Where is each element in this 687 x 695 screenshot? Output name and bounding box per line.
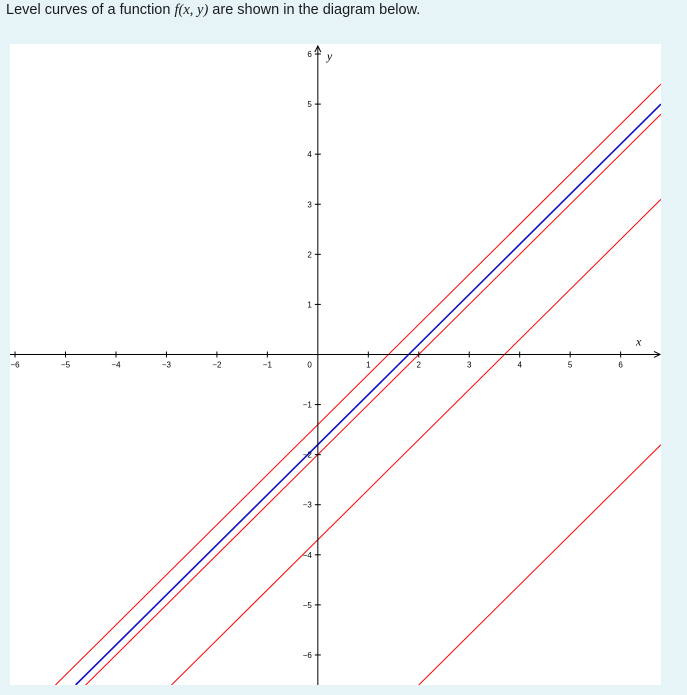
axes-group bbox=[10, 44, 661, 685]
y-tick-label: −1 bbox=[303, 401, 313, 410]
y-tick-label: 6 bbox=[307, 50, 312, 59]
level-curve-line-5 bbox=[418, 444, 661, 685]
y-tick-label: −3 bbox=[303, 501, 313, 510]
level-curve-line-4 bbox=[171, 198, 661, 685]
y-tick-label: 5 bbox=[307, 100, 312, 109]
y-tick-label: −2 bbox=[303, 451, 313, 460]
x-axis-label: x bbox=[635, 334, 642, 348]
y-tick-label: −5 bbox=[303, 601, 313, 610]
x-tick-label: 6 bbox=[618, 360, 623, 369]
prompt-text-before: Level curves of a function bbox=[6, 2, 175, 18]
question-prompt: Level curves of a function f(x, y) are s… bbox=[6, 2, 420, 19]
x-axis-arrowhead bbox=[653, 351, 661, 358]
prompt-text-after: are shown in the diagram below. bbox=[208, 2, 421, 18]
x-tick-label: −3 bbox=[162, 360, 172, 369]
y-tick-label: 4 bbox=[307, 150, 312, 159]
level-curve-line-2 bbox=[75, 103, 661, 685]
level-curve-line-1 bbox=[55, 83, 661, 685]
x-tick-label: −6 bbox=[10, 360, 20, 369]
y-axis-arrowhead bbox=[314, 44, 322, 53]
x-tick-label: −5 bbox=[61, 360, 71, 369]
y-tick-label: −4 bbox=[303, 551, 313, 560]
x-tick-label: −4 bbox=[111, 360, 121, 369]
level-curves-group bbox=[55, 83, 661, 685]
level-curve-plot: −6 −5 −4 −3 −2 −1 1 2 3 4 5 6 −6 −5 −4 −3 −2 −1 1 2 3 4 5 6 x y… bbox=[10, 44, 661, 685]
ticks-group: −6 −5 −4 −3 −2 −1 1 2 3 4 5 6 −6 −5 −4 −3 −2 −1 1 2 3 4 5 6 bbox=[10, 50, 623, 660]
x-tick-label: 1 bbox=[366, 360, 371, 369]
x-tick-label: 3 bbox=[467, 360, 472, 369]
y-tick-label: 1 bbox=[307, 300, 312, 309]
x-tick-label: 4 bbox=[517, 360, 522, 369]
y-tick-label: −6 bbox=[303, 651, 313, 660]
level-curve-line-3 bbox=[85, 113, 661, 685]
y-tick-label: 3 bbox=[307, 200, 312, 209]
x-tick-label: −1 bbox=[263, 360, 273, 369]
level-curve-chart: −6 −5 −4 −3 −2 −1 1 2 3 4 5 6 −6 −5 −4 −3 −2 −1 1 2 3 4 5 6 x y… bbox=[10, 44, 661, 685]
x-tick-label: 5 bbox=[568, 360, 573, 369]
x-tick-label: −2 bbox=[212, 360, 222, 369]
origin-label: 0 bbox=[307, 360, 312, 369]
x-tick-label: 2 bbox=[417, 360, 422, 369]
y-tick-label: 2 bbox=[307, 250, 312, 259]
y-axis-label: y bbox=[326, 49, 333, 63]
function-expression: f(x, y) bbox=[174, 2, 209, 18]
